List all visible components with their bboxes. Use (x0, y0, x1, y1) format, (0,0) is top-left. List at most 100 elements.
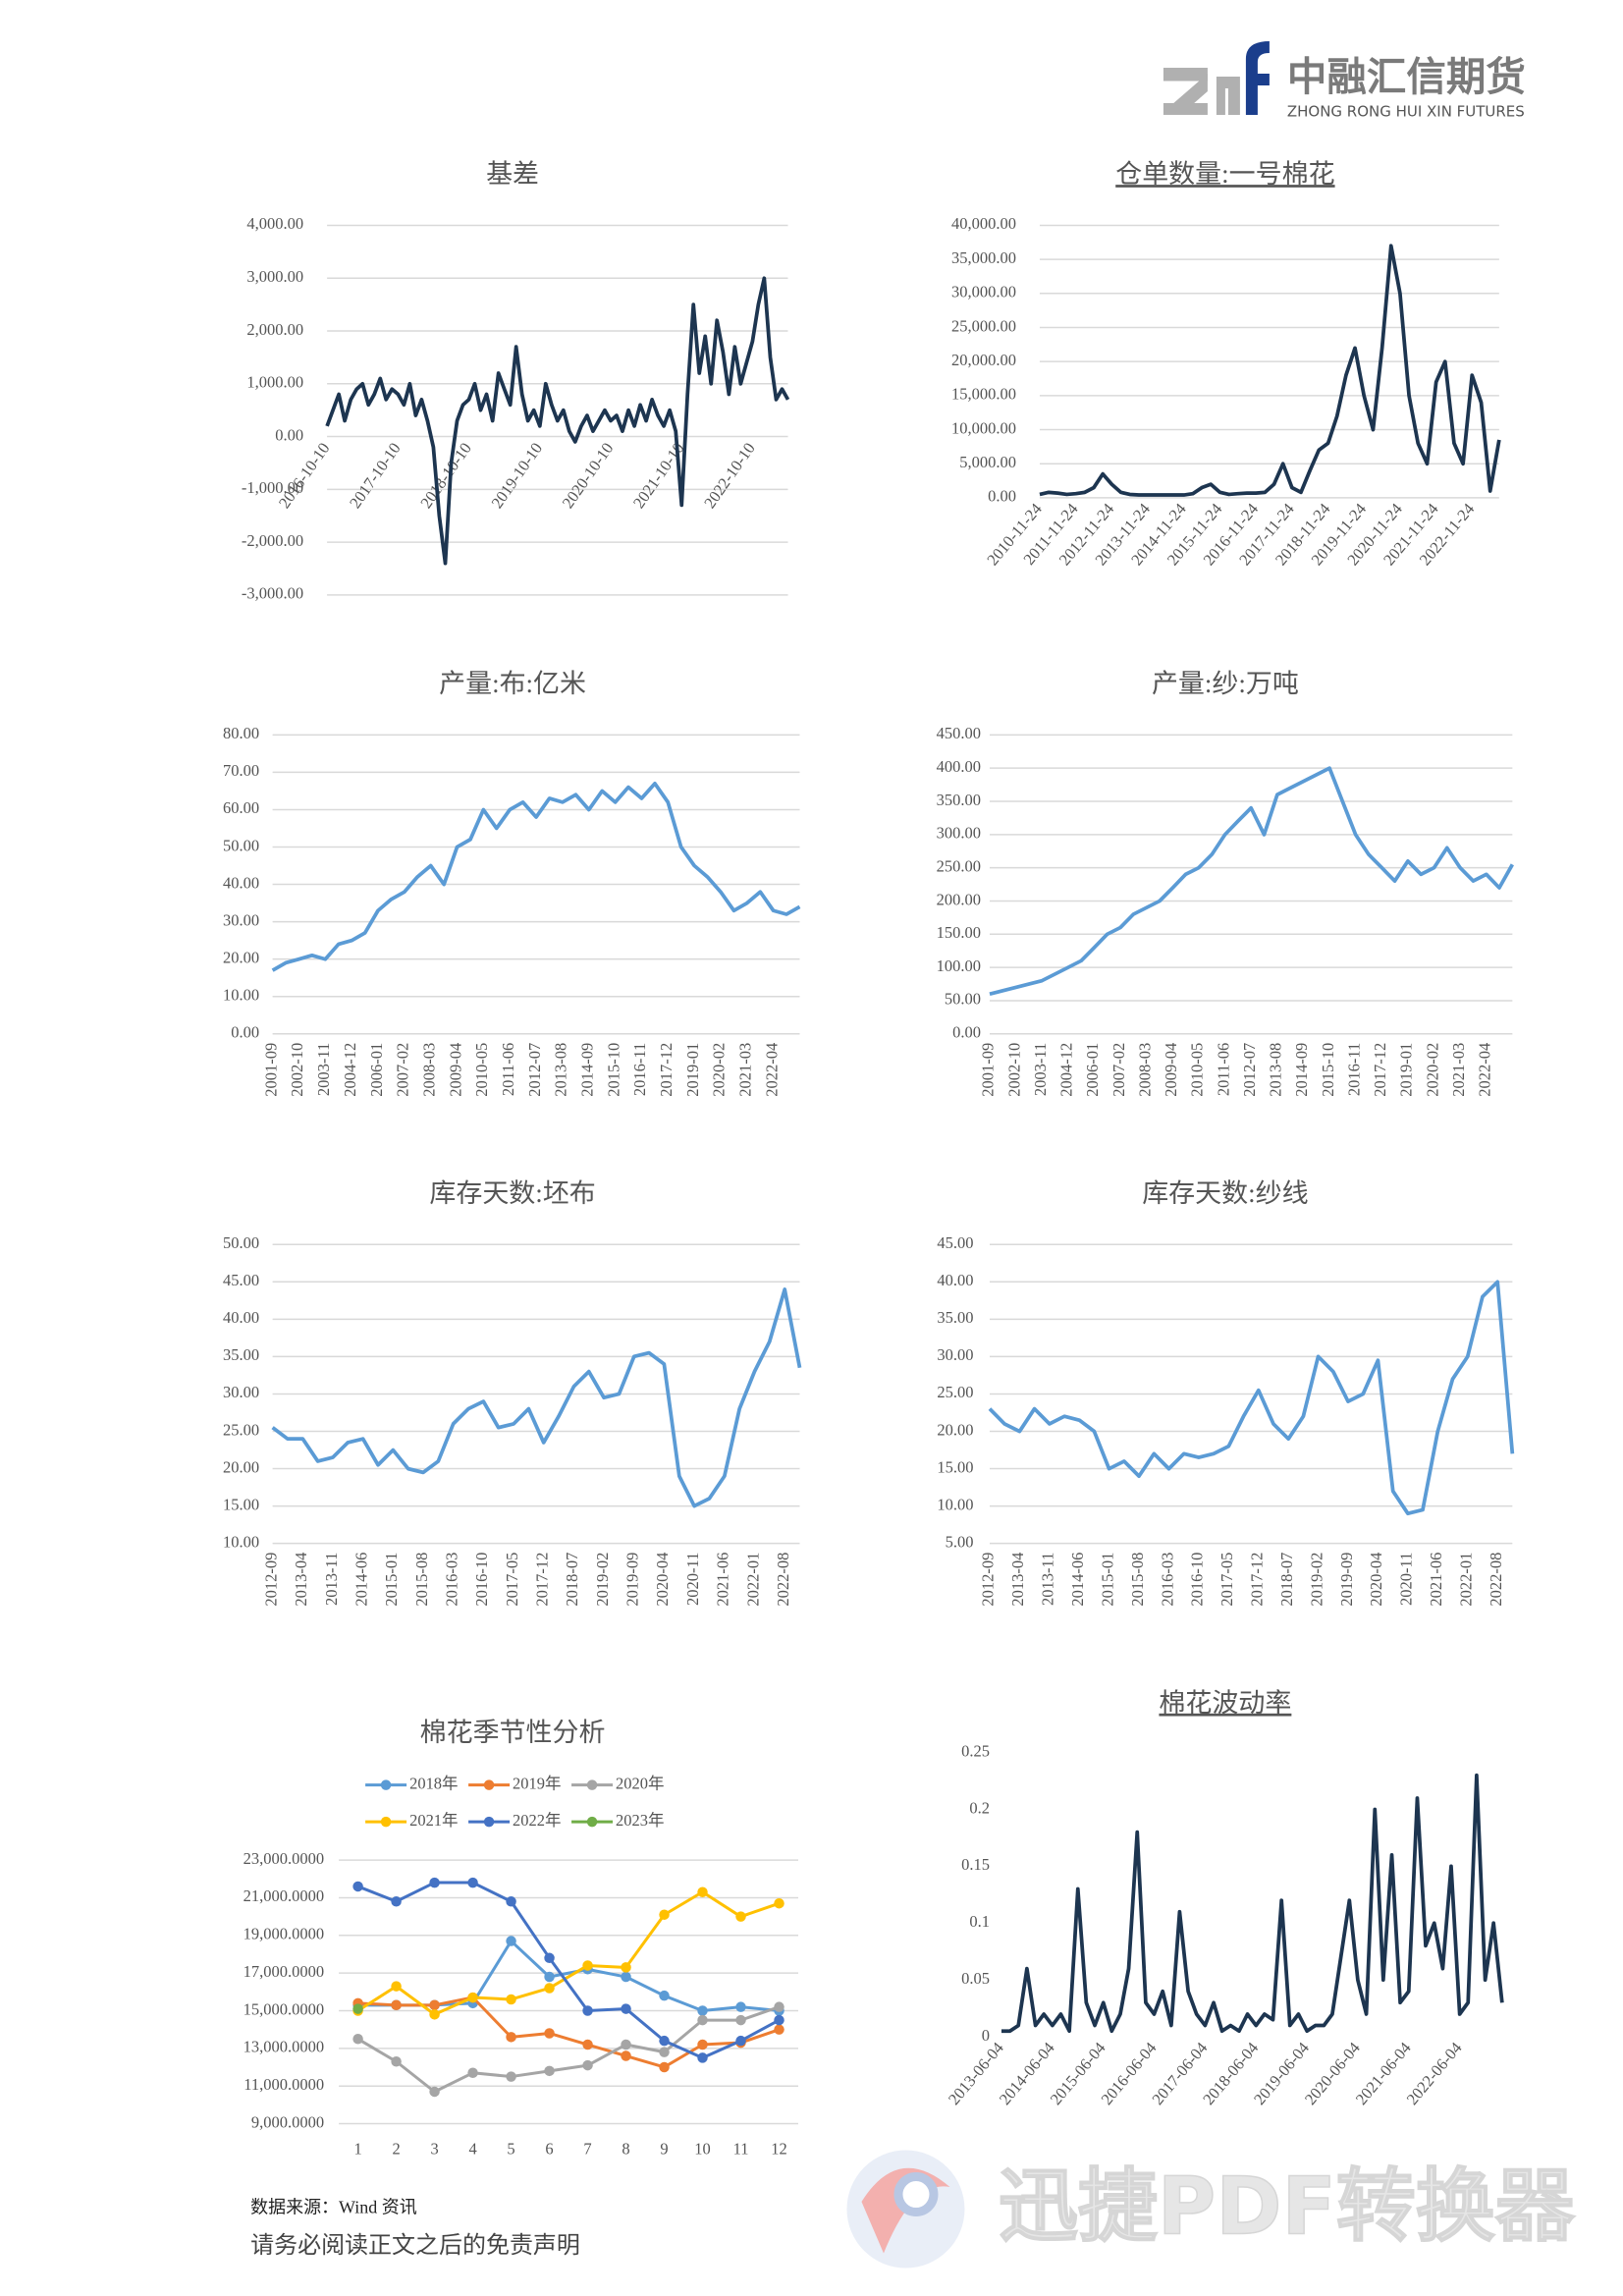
x-tick-label: 2022-04 (762, 1043, 781, 1097)
x-tick-label: 2011-06 (1214, 1043, 1232, 1096)
x-tick-label: 2020-04 (1367, 1553, 1385, 1607)
y-tick-label: 50.00 (223, 1233, 259, 1252)
x-tick-label: 2011-06 (499, 1043, 517, 1096)
y-tick-label: 15,000.0000 (243, 1999, 324, 2018)
y-tick-label: 30.00 (937, 1345, 973, 1364)
x-tick-label: 2016-10 (472, 1553, 491, 1607)
data-point (467, 2067, 478, 2079)
data-point (735, 2001, 746, 2012)
x-tick-label: 2009-04 (1162, 1043, 1180, 1097)
y-tick-label: 21,000.0000 (243, 1886, 324, 1905)
data-line (271, 1287, 802, 1508)
y-tick-label: 15.00 (223, 1495, 259, 1513)
x-tick-label: 7 (583, 2139, 591, 2158)
x-tick-label: 2017-12 (533, 1553, 552, 1607)
y-tick-label: 2,000.00 (246, 320, 303, 339)
x-tick-label: 2021-06 (714, 1553, 732, 1607)
x-tick-label: 2017-12 (1371, 1043, 1389, 1097)
x-tick-label: 2012-07 (1240, 1043, 1259, 1097)
x-tick-label: 2019-09 (623, 1553, 642, 1607)
y-tick-label: 350.00 (937, 791, 981, 809)
data-point (506, 1994, 516, 2005)
x-tick-label: 2006-01 (367, 1043, 386, 1097)
legend-label: 2023年 (616, 1811, 664, 1830)
y-tick-label: 20.00 (937, 1420, 973, 1439)
x-tick-label: 2022-08 (774, 1553, 792, 1607)
x-tick-label: 2003-11 (1031, 1043, 1050, 1096)
logo: 中融汇信期货 ZHONG RONG HUI XIN FUTURES (1163, 40, 1526, 120)
y-tick-label: 0.15 (961, 1855, 990, 1874)
data-point (429, 1877, 440, 1888)
y-tick-label: 70.00 (223, 761, 259, 780)
logo-mark (1216, 76, 1240, 115)
x-tick-label: 2019-02 (1307, 1553, 1325, 1607)
data-line (325, 276, 790, 566)
x-tick-label: 2014-06 (1068, 1553, 1087, 1607)
y-tick-label: 0 (982, 2026, 990, 2045)
company-name: 中融汇信期货 (1287, 53, 1526, 100)
data-line (1039, 244, 1501, 497)
watermark-text: 迅捷PDF转换器 (999, 2160, 1576, 2253)
data-point (391, 1981, 402, 1992)
watermark: 迅捷PDF转换器 (846, 2150, 1576, 2269)
x-tick-label: 2008-03 (419, 1043, 438, 1097)
y-tick-label: 15.00 (937, 1457, 973, 1476)
chart-title: 库存天数:纱线 (1142, 1178, 1308, 1208)
chart-title: 棉花季节性分析 (420, 1718, 606, 1747)
chart-title: 产量:布:亿米 (439, 669, 586, 698)
x-tick-label: 2020-11 (683, 1553, 702, 1606)
x-tick-label: 2020-10-10 (559, 439, 618, 512)
x-tick-label: 12 (771, 2139, 786, 2158)
y-tick-label: 400.00 (937, 757, 981, 776)
data-line (356, 1890, 780, 2016)
y-tick-label: 10.00 (223, 1532, 259, 1551)
data-point (467, 1877, 478, 1888)
data-point (544, 2028, 555, 2039)
data-point (352, 1881, 363, 1892)
y-tick-label: 20.00 (223, 1457, 259, 1476)
data-point (429, 1999, 440, 2010)
chart-title: 棉花波动率 (1159, 1688, 1291, 1718)
source-note: 数据来源：Wind 资讯 (250, 2198, 417, 2217)
data-point (774, 1897, 784, 1909)
y-tick-label: 200.00 (937, 890, 981, 908)
data-point (467, 1992, 478, 2003)
x-tick-label: 2021-03 (736, 1043, 755, 1097)
x-tick-label: 11 (733, 2139, 749, 2158)
x-tick-label: 2012-07 (525, 1043, 544, 1097)
y-tick-label: 100.00 (937, 957, 981, 975)
x-tick-label: 2003-11 (314, 1043, 333, 1096)
y-tick-label: -2,000.00 (242, 531, 303, 550)
y-tick-label: 450.00 (937, 724, 981, 742)
chart: 库存天数:坯布 10.00 15.00 20.00 25.00 30.00 35.00 40.… (223, 1178, 802, 1607)
y-tick-label: 9,000.0000 (251, 2112, 324, 2131)
data-point (544, 1971, 555, 1983)
y-tick-label: 0.05 (961, 1969, 990, 1988)
x-tick-label: 2017-10-10 (346, 439, 405, 512)
x-tick-label: 2022-01 (1456, 1553, 1475, 1607)
x-tick-label: 6 (545, 2139, 553, 2158)
legend-marker (483, 1816, 495, 1828)
data-point (697, 2052, 708, 2063)
legend-label: 2021年 (409, 1811, 458, 1830)
y-tick-label: 80.00 (223, 724, 259, 742)
y-tick-label: 40.00 (223, 1308, 259, 1327)
data-point (544, 1952, 555, 1964)
x-tick-label: 2019-09 (1337, 1553, 1356, 1607)
legend-marker (586, 1816, 598, 1828)
y-tick-label: 35,000.00 (951, 248, 1016, 267)
data-point (506, 1936, 516, 1946)
x-tick-label: 3 (430, 2139, 438, 2158)
x-tick-label: 2021-03 (1449, 1043, 1468, 1097)
y-tick-label: 40,000.00 (951, 214, 1016, 233)
x-tick-label: 2002-10 (288, 1043, 306, 1097)
x-tick-label: 2009-04 (446, 1043, 464, 1097)
y-tick-label: 0.00 (988, 487, 1016, 506)
y-tick-label: 4,000.00 (246, 214, 303, 233)
y-tick-label: 30.00 (223, 910, 259, 929)
logo-mark (1245, 40, 1270, 115)
chart: 棉花波动率00.050.10.150.20.252013-06-042014-0… (945, 1688, 1504, 2108)
y-tick-label: 0.00 (275, 425, 303, 444)
x-tick-label: 5 (507, 2139, 514, 2158)
data-point (391, 1896, 402, 1907)
